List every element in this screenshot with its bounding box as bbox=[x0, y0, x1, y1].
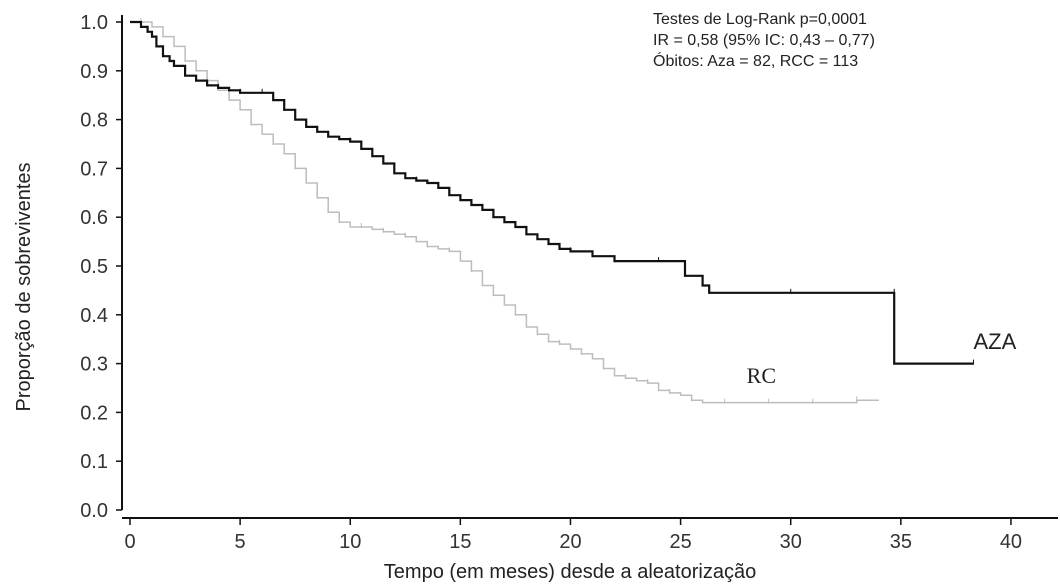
series-line-rc bbox=[130, 21, 879, 404]
annotation-line: Testes de Log-Rank p=0,0001 bbox=[653, 11, 867, 28]
x-tick-label: 35 bbox=[890, 531, 912, 553]
x-axis-title: Tempo (em meses) desde a aleatorização bbox=[384, 561, 756, 583]
y-tick-label: 0.7 bbox=[80, 158, 108, 180]
series-line-aza bbox=[130, 20, 974, 365]
y-tick-label: 0.8 bbox=[80, 110, 108, 132]
y-tick-label: 0.1 bbox=[80, 451, 108, 473]
y-tick-label: 0.3 bbox=[80, 354, 108, 376]
x-tick-label: 0 bbox=[124, 531, 135, 553]
series-label-rc: RC bbox=[747, 363, 776, 388]
y-ticks: 0.0 0.1 0.2 0.3 0.4 0.5 0.6 0.7 0.8 0.9 1.0 bbox=[80, 12, 122, 522]
y-tick-label: 0.2 bbox=[80, 402, 108, 424]
series-label-aza: AZA bbox=[974, 329, 1017, 354]
annotation-line: IR = 0,58 (95% IC: 0,43 – 0,77) bbox=[653, 32, 875, 49]
y-tick-label: 0.6 bbox=[80, 207, 108, 229]
x-tick-label: 10 bbox=[339, 531, 361, 553]
annotation-line: Óbitos: Aza = 82, RCC = 113 bbox=[653, 51, 858, 70]
y-tick-label: 0.5 bbox=[80, 256, 108, 278]
series-layer: AZA RC bbox=[130, 18, 1017, 404]
x-tick-label: 20 bbox=[559, 531, 581, 553]
y-tick-label: 0.4 bbox=[80, 305, 108, 327]
x-tick-label: 25 bbox=[669, 531, 691, 553]
y-axis-title: Proporção de sobreviventes bbox=[13, 162, 35, 411]
axes bbox=[121, 15, 1058, 519]
x-ticks: 0 5 10 15 20 25 30 35 40 bbox=[124, 518, 1022, 553]
x-tick-label: 30 bbox=[780, 531, 802, 553]
annotations: Testes de Log-Rank p=0,0001 IR = 0,58 (95… bbox=[653, 11, 875, 70]
x-tick-label: 15 bbox=[449, 531, 471, 553]
x-tick-label: 40 bbox=[1000, 531, 1022, 553]
x-tick-label: 5 bbox=[235, 531, 246, 553]
y-tick-label: 1.0 bbox=[80, 12, 108, 34]
y-tick-label: 0.9 bbox=[80, 61, 108, 83]
y-tick-label: 0.0 bbox=[80, 500, 108, 522]
